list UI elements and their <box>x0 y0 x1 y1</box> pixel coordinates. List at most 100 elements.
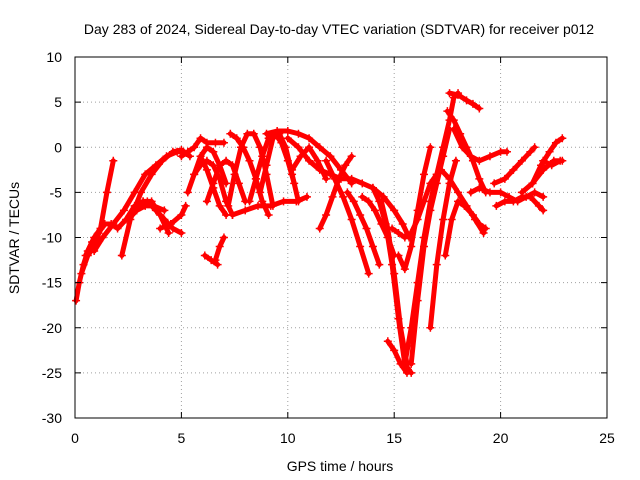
data-point <box>251 174 260 183</box>
data-point <box>190 143 199 152</box>
data-point <box>239 143 248 152</box>
x-tick-label: 0 <box>71 430 79 446</box>
data-point <box>143 197 152 206</box>
series-line <box>438 167 487 236</box>
data-point <box>441 251 450 260</box>
data-point <box>200 251 209 260</box>
series-pass-25 <box>315 152 356 233</box>
data-point <box>273 127 282 136</box>
data-point <box>347 174 356 183</box>
y-tick-label: 0 <box>54 139 62 155</box>
series-pass-09 <box>156 201 190 233</box>
data-point <box>451 156 460 165</box>
series-pass-24 <box>288 143 331 183</box>
data-point <box>443 107 452 116</box>
data-point <box>177 210 186 219</box>
data-point <box>466 152 475 161</box>
data-point <box>517 188 526 197</box>
series-line <box>344 189 382 268</box>
data-point <box>407 242 416 251</box>
series-pass-10 <box>177 134 228 161</box>
data-point <box>294 143 303 152</box>
series-pass-47 <box>539 156 565 170</box>
data-point <box>262 129 271 138</box>
data-point <box>322 156 331 165</box>
data-point <box>475 174 484 183</box>
data-point <box>224 201 233 210</box>
data-point <box>245 156 254 165</box>
data-point <box>426 143 435 152</box>
x-tick-label: 15 <box>386 430 402 446</box>
data-point <box>230 170 239 179</box>
data-point <box>545 147 554 156</box>
data-point <box>343 188 352 197</box>
axis-ticks <box>74 56 608 419</box>
data-point <box>539 192 548 201</box>
data-point <box>228 210 237 219</box>
data-point <box>528 179 537 188</box>
series-line <box>396 144 433 272</box>
series-pass-37 <box>445 89 484 113</box>
data-point <box>390 269 399 278</box>
data-point <box>454 197 463 206</box>
data-point <box>196 152 205 161</box>
data-point <box>364 269 373 278</box>
data-point <box>183 188 192 197</box>
data-point <box>181 201 190 210</box>
series-pass-27 <box>343 188 384 269</box>
data-point <box>234 179 243 188</box>
data-point <box>196 134 205 143</box>
data-point <box>315 143 324 152</box>
data-point <box>283 134 292 143</box>
data-point <box>219 138 228 147</box>
data-point <box>288 165 297 174</box>
data-point <box>294 129 303 138</box>
data-point <box>302 192 311 201</box>
data-point <box>447 215 456 224</box>
data-point <box>558 134 567 143</box>
x-tick-label: 25 <box>599 430 615 446</box>
data-point <box>394 251 403 260</box>
data-point <box>296 152 305 161</box>
data-point <box>502 147 511 156</box>
data-point <box>72 296 81 305</box>
data-point <box>413 206 422 215</box>
y-tick-label: -20 <box>42 320 62 336</box>
data-point <box>256 188 265 197</box>
series-pass-21 <box>256 129 303 206</box>
data-point <box>219 233 228 242</box>
series-pass-08 <box>134 197 186 237</box>
data-point <box>530 188 539 197</box>
data-point <box>177 152 186 161</box>
data-point <box>437 165 446 174</box>
data-point <box>445 89 454 98</box>
data-point <box>249 129 258 138</box>
series-pass-43 <box>492 192 548 215</box>
series-pass-39 <box>437 165 488 237</box>
x-tick-labels: 0 5 10 15 20 25 <box>71 430 615 446</box>
data-point <box>445 174 454 183</box>
series-line <box>493 194 546 213</box>
data-point <box>130 206 139 215</box>
series-pass-16 <box>211 233 228 265</box>
data-point <box>305 143 314 152</box>
data-point <box>341 161 350 170</box>
data-point <box>77 269 86 278</box>
y-tick-label: 5 <box>54 94 62 110</box>
data-point <box>475 156 484 165</box>
data-point <box>371 206 380 215</box>
data-point <box>258 152 267 161</box>
data-point <box>485 188 494 197</box>
x-tick-label: 5 <box>178 430 186 446</box>
x-tick-label: 10 <box>280 430 296 446</box>
data-point <box>413 296 422 305</box>
data-point <box>305 134 314 143</box>
data-point <box>151 206 160 215</box>
data-point <box>471 215 480 224</box>
data-point <box>202 143 211 152</box>
data-point <box>313 156 322 165</box>
data-point <box>168 224 177 233</box>
data-point <box>215 242 224 251</box>
data-point <box>190 170 199 179</box>
series-pass-14 <box>202 156 250 206</box>
